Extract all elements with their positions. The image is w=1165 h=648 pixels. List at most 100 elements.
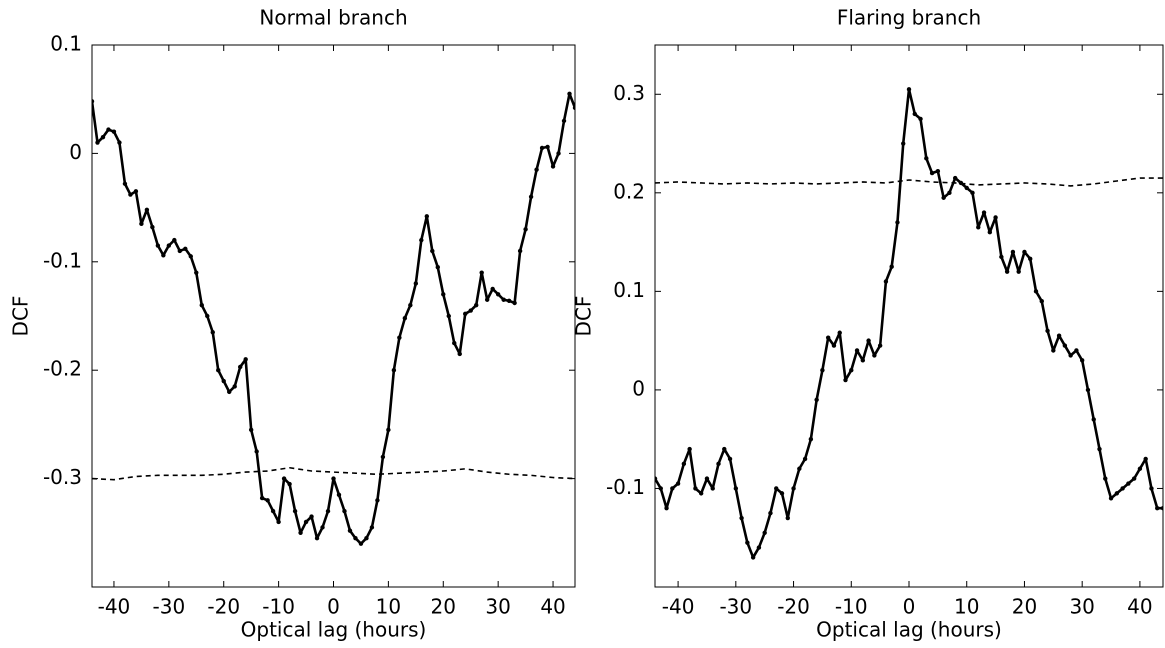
data-point	[785, 515, 790, 521]
data-point	[1126, 481, 1131, 486]
data-point	[670, 486, 675, 491]
data-point	[1131, 476, 1137, 481]
data-point	[1143, 456, 1148, 462]
data-point	[1039, 299, 1044, 304]
data-point	[550, 164, 556, 169]
data-point	[889, 264, 894, 269]
data-point	[929, 170, 935, 176]
data-point	[976, 225, 981, 230]
data-point	[216, 368, 221, 373]
data-point	[463, 311, 468, 317]
data-point	[981, 210, 987, 215]
chart-title: Flaring branch	[837, 6, 981, 30]
data-point	[1091, 417, 1096, 422]
data-point	[199, 302, 204, 308]
data-point	[1114, 491, 1120, 496]
data-point	[188, 254, 193, 259]
data-point	[452, 340, 457, 346]
data-point	[941, 195, 946, 200]
data-point	[457, 351, 462, 357]
data-point	[877, 343, 883, 348]
data-point	[194, 270, 199, 275]
data-point	[506, 298, 512, 304]
data-point	[111, 129, 117, 134]
x-tick-label: 20	[431, 595, 456, 619]
y-tick-label: -0.3	[43, 465, 82, 489]
y-tick-label: 0	[632, 376, 645, 400]
data-point	[993, 215, 998, 220]
data-point	[232, 384, 237, 389]
data-point	[831, 343, 837, 348]
data-point	[441, 292, 446, 297]
x-tick-label: -40	[662, 595, 695, 619]
data-point	[419, 237, 424, 243]
data-point	[1160, 505, 1163, 511]
data-point	[837, 330, 842, 335]
data-point	[100, 134, 106, 140]
x-tick-label: 40	[540, 595, 565, 619]
data-point	[872, 353, 877, 358]
data-point	[704, 476, 710, 481]
data-point	[964, 185, 969, 191]
y-axis-label: DCF	[572, 296, 596, 337]
data-point	[999, 254, 1004, 260]
data-point	[901, 141, 906, 146]
data-point	[1103, 476, 1108, 481]
data-point	[342, 508, 347, 514]
data-point	[248, 427, 254, 433]
data-point	[556, 151, 561, 156]
data-point	[534, 167, 539, 172]
data-point	[906, 87, 912, 92]
data-point	[95, 140, 100, 145]
x-tick-label: -20	[777, 595, 810, 619]
data-point	[358, 541, 364, 546]
data-point	[205, 313, 210, 319]
data-point	[446, 313, 451, 319]
data-point	[402, 315, 408, 321]
x-tick-label: 10	[954, 595, 979, 619]
data-point	[117, 140, 122, 145]
data-point	[161, 253, 166, 258]
x-tick-label: -10	[835, 595, 868, 619]
data-point	[745, 540, 750, 545]
data-point	[397, 335, 402, 340]
x-tick-label: 30	[485, 595, 510, 619]
data-point	[854, 348, 860, 353]
x-tick-label: -30	[719, 595, 752, 619]
plot-frame	[91, 44, 576, 588]
data-point	[883, 279, 889, 284]
data-point	[664, 505, 669, 511]
data-point	[320, 525, 325, 530]
data-point	[128, 192, 133, 197]
plot-frame	[654, 44, 1164, 588]
data-point	[987, 230, 993, 235]
data-point	[528, 194, 534, 199]
data-point	[1010, 249, 1016, 255]
data-point	[259, 495, 265, 501]
data-point	[895, 220, 900, 225]
series	[92, 91, 575, 546]
data-point	[561, 118, 567, 124]
data-point	[722, 446, 727, 452]
data-point	[227, 389, 232, 395]
data-point	[408, 302, 413, 308]
y-tick-label: 0.3	[613, 81, 645, 105]
data-point	[347, 528, 353, 533]
x-axis-label: Optical lag (hours)	[816, 618, 1002, 642]
data-point	[501, 297, 506, 302]
data-point	[139, 221, 144, 227]
data-point	[474, 302, 479, 308]
data-point	[739, 515, 744, 521]
data-point	[364, 536, 369, 541]
data-point	[298, 530, 303, 535]
data-point	[172, 237, 177, 243]
data-point	[1074, 348, 1079, 353]
data-point	[762, 530, 767, 535]
data-point	[750, 555, 756, 560]
x-tick-label: 40	[1127, 595, 1152, 619]
data-point	[144, 207, 150, 212]
data-point	[1062, 343, 1068, 348]
y-tick-label: -0.2	[43, 357, 82, 381]
